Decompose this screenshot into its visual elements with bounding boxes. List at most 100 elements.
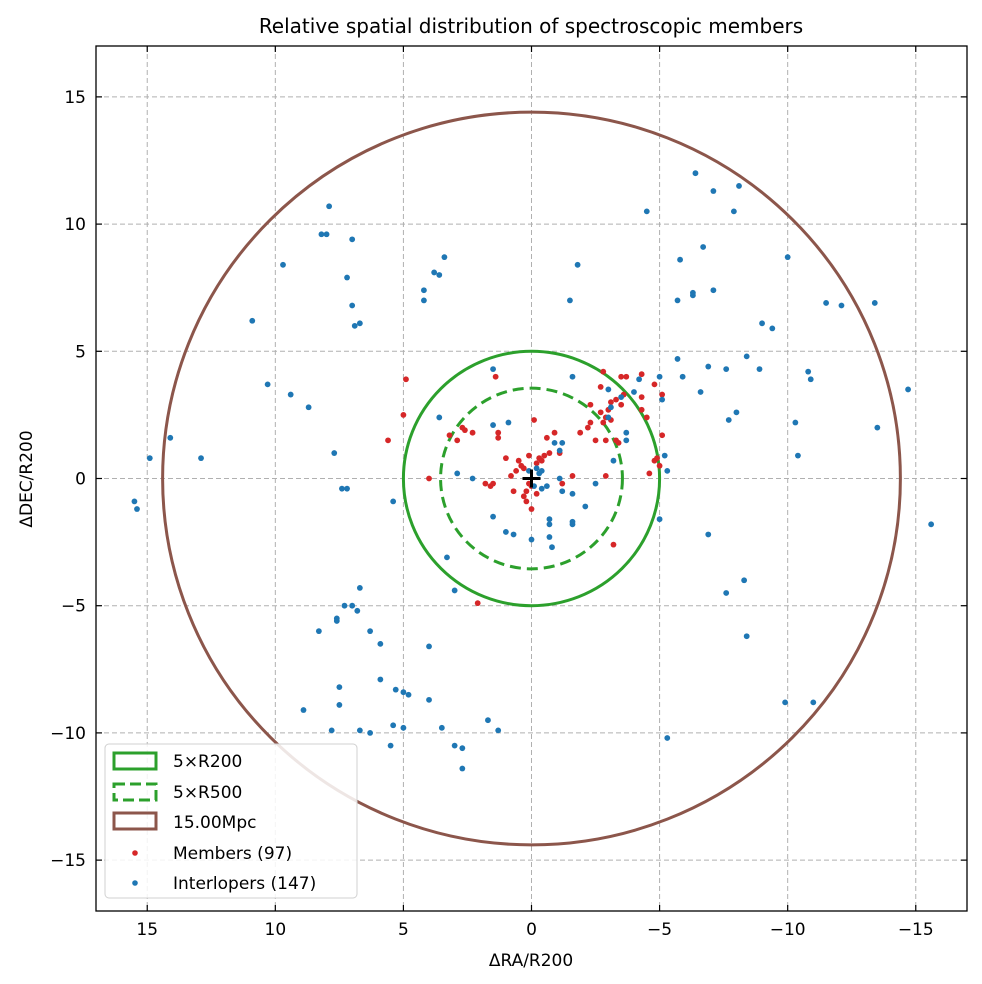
interloper-point <box>559 488 566 495</box>
interloper-point <box>400 724 407 731</box>
interloper-point <box>736 183 742 189</box>
interloper-point <box>469 475 476 482</box>
member-point <box>646 470 653 477</box>
interloper-point <box>436 414 443 421</box>
interloper-point <box>743 353 750 360</box>
interloper-point <box>807 376 814 383</box>
member-point <box>618 373 625 380</box>
interloper-point <box>928 521 935 528</box>
interloper-point <box>490 513 496 520</box>
interloper-point <box>131 498 138 505</box>
interloper-point <box>421 297 427 304</box>
x-tick-label: 10 <box>265 920 287 940</box>
interloper-point <box>533 465 540 472</box>
member-point <box>426 475 432 482</box>
legend-marker-members <box>132 850 138 856</box>
interloper-point <box>725 417 732 423</box>
member-point <box>533 460 540 467</box>
interloper-point <box>692 170 699 177</box>
interloper-point <box>426 643 432 650</box>
interloper-point <box>390 722 397 729</box>
interloper-point <box>510 531 517 538</box>
member-point <box>403 376 409 383</box>
interloper-point <box>769 325 776 332</box>
interloper-point <box>582 503 589 510</box>
member-point <box>526 452 532 459</box>
legend-swatch-mpc <box>112 811 158 831</box>
interloper-point <box>367 730 374 736</box>
interloper-point <box>505 419 512 426</box>
interloper-point <box>905 386 911 393</box>
interloper-point <box>556 447 563 454</box>
interloper-point <box>569 490 576 497</box>
interloper-point <box>631 389 637 395</box>
interloper-point <box>810 699 817 706</box>
member-point <box>523 498 530 505</box>
interloper-point <box>574 261 581 268</box>
interloper-point <box>700 244 707 250</box>
member-point <box>613 396 619 403</box>
interloper-point <box>664 467 671 474</box>
interloper-point <box>249 317 256 324</box>
interloper-point <box>710 287 717 294</box>
interloper-point <box>354 607 361 614</box>
member-point <box>523 488 530 495</box>
interloper-point <box>344 485 350 492</box>
interloper-point <box>341 602 348 609</box>
member-point <box>520 465 527 472</box>
center-marker <box>522 469 541 488</box>
member-point <box>587 401 594 408</box>
interloper-point <box>795 452 801 459</box>
interloper-point <box>431 269 438 276</box>
interloper-point <box>454 470 461 477</box>
interloper-point <box>377 640 384 647</box>
interloper-point <box>538 467 545 474</box>
interloper-point <box>677 256 683 263</box>
member-point <box>577 429 584 436</box>
interloper-point <box>305 404 312 411</box>
interloper-point <box>349 602 356 609</box>
x-tick-label: 0 <box>526 920 537 940</box>
interloper-point <box>387 742 394 749</box>
interloper-point <box>551 439 558 446</box>
member-point <box>508 473 514 479</box>
member-point <box>538 457 545 464</box>
interloper-point <box>315 628 322 635</box>
x-tick-label: 15 <box>136 920 158 940</box>
member-point <box>490 480 496 487</box>
member-point <box>469 429 476 436</box>
interloper-point <box>349 236 356 243</box>
interloper-point <box>356 727 363 734</box>
interloper-point <box>543 483 550 490</box>
y-tick-label: −10 <box>50 724 86 744</box>
legend-marker-interlopers <box>132 880 138 886</box>
y-tick-label: −5 <box>61 597 86 617</box>
interloper-point <box>336 702 343 708</box>
member-point <box>623 373 630 380</box>
interloper-point <box>436 272 443 278</box>
member-point <box>602 437 609 444</box>
interloper-point <box>705 363 712 370</box>
interloper-point <box>546 516 553 523</box>
interloper-point <box>264 381 271 388</box>
x-tick-label: −5 <box>647 920 672 940</box>
interloper-point <box>784 254 791 261</box>
interloper-point <box>490 422 496 428</box>
interloper-point <box>134 506 140 512</box>
member-point <box>638 394 645 400</box>
member-point <box>520 493 527 500</box>
member-point <box>531 417 537 423</box>
chart-title: Relative spatial distribution of spectro… <box>259 14 803 38</box>
member-point <box>592 437 599 444</box>
y-tick-label: 5 <box>75 342 86 362</box>
interloper-point <box>679 373 686 380</box>
member-point <box>615 439 622 446</box>
interloper-point <box>459 765 466 772</box>
y-tick-label: −15 <box>50 851 86 871</box>
member-point <box>659 391 666 398</box>
interloper-point <box>339 485 345 492</box>
interloper-point <box>636 376 642 383</box>
interloper-point <box>723 366 730 373</box>
interloper-point <box>356 584 363 591</box>
member-point <box>659 432 666 439</box>
